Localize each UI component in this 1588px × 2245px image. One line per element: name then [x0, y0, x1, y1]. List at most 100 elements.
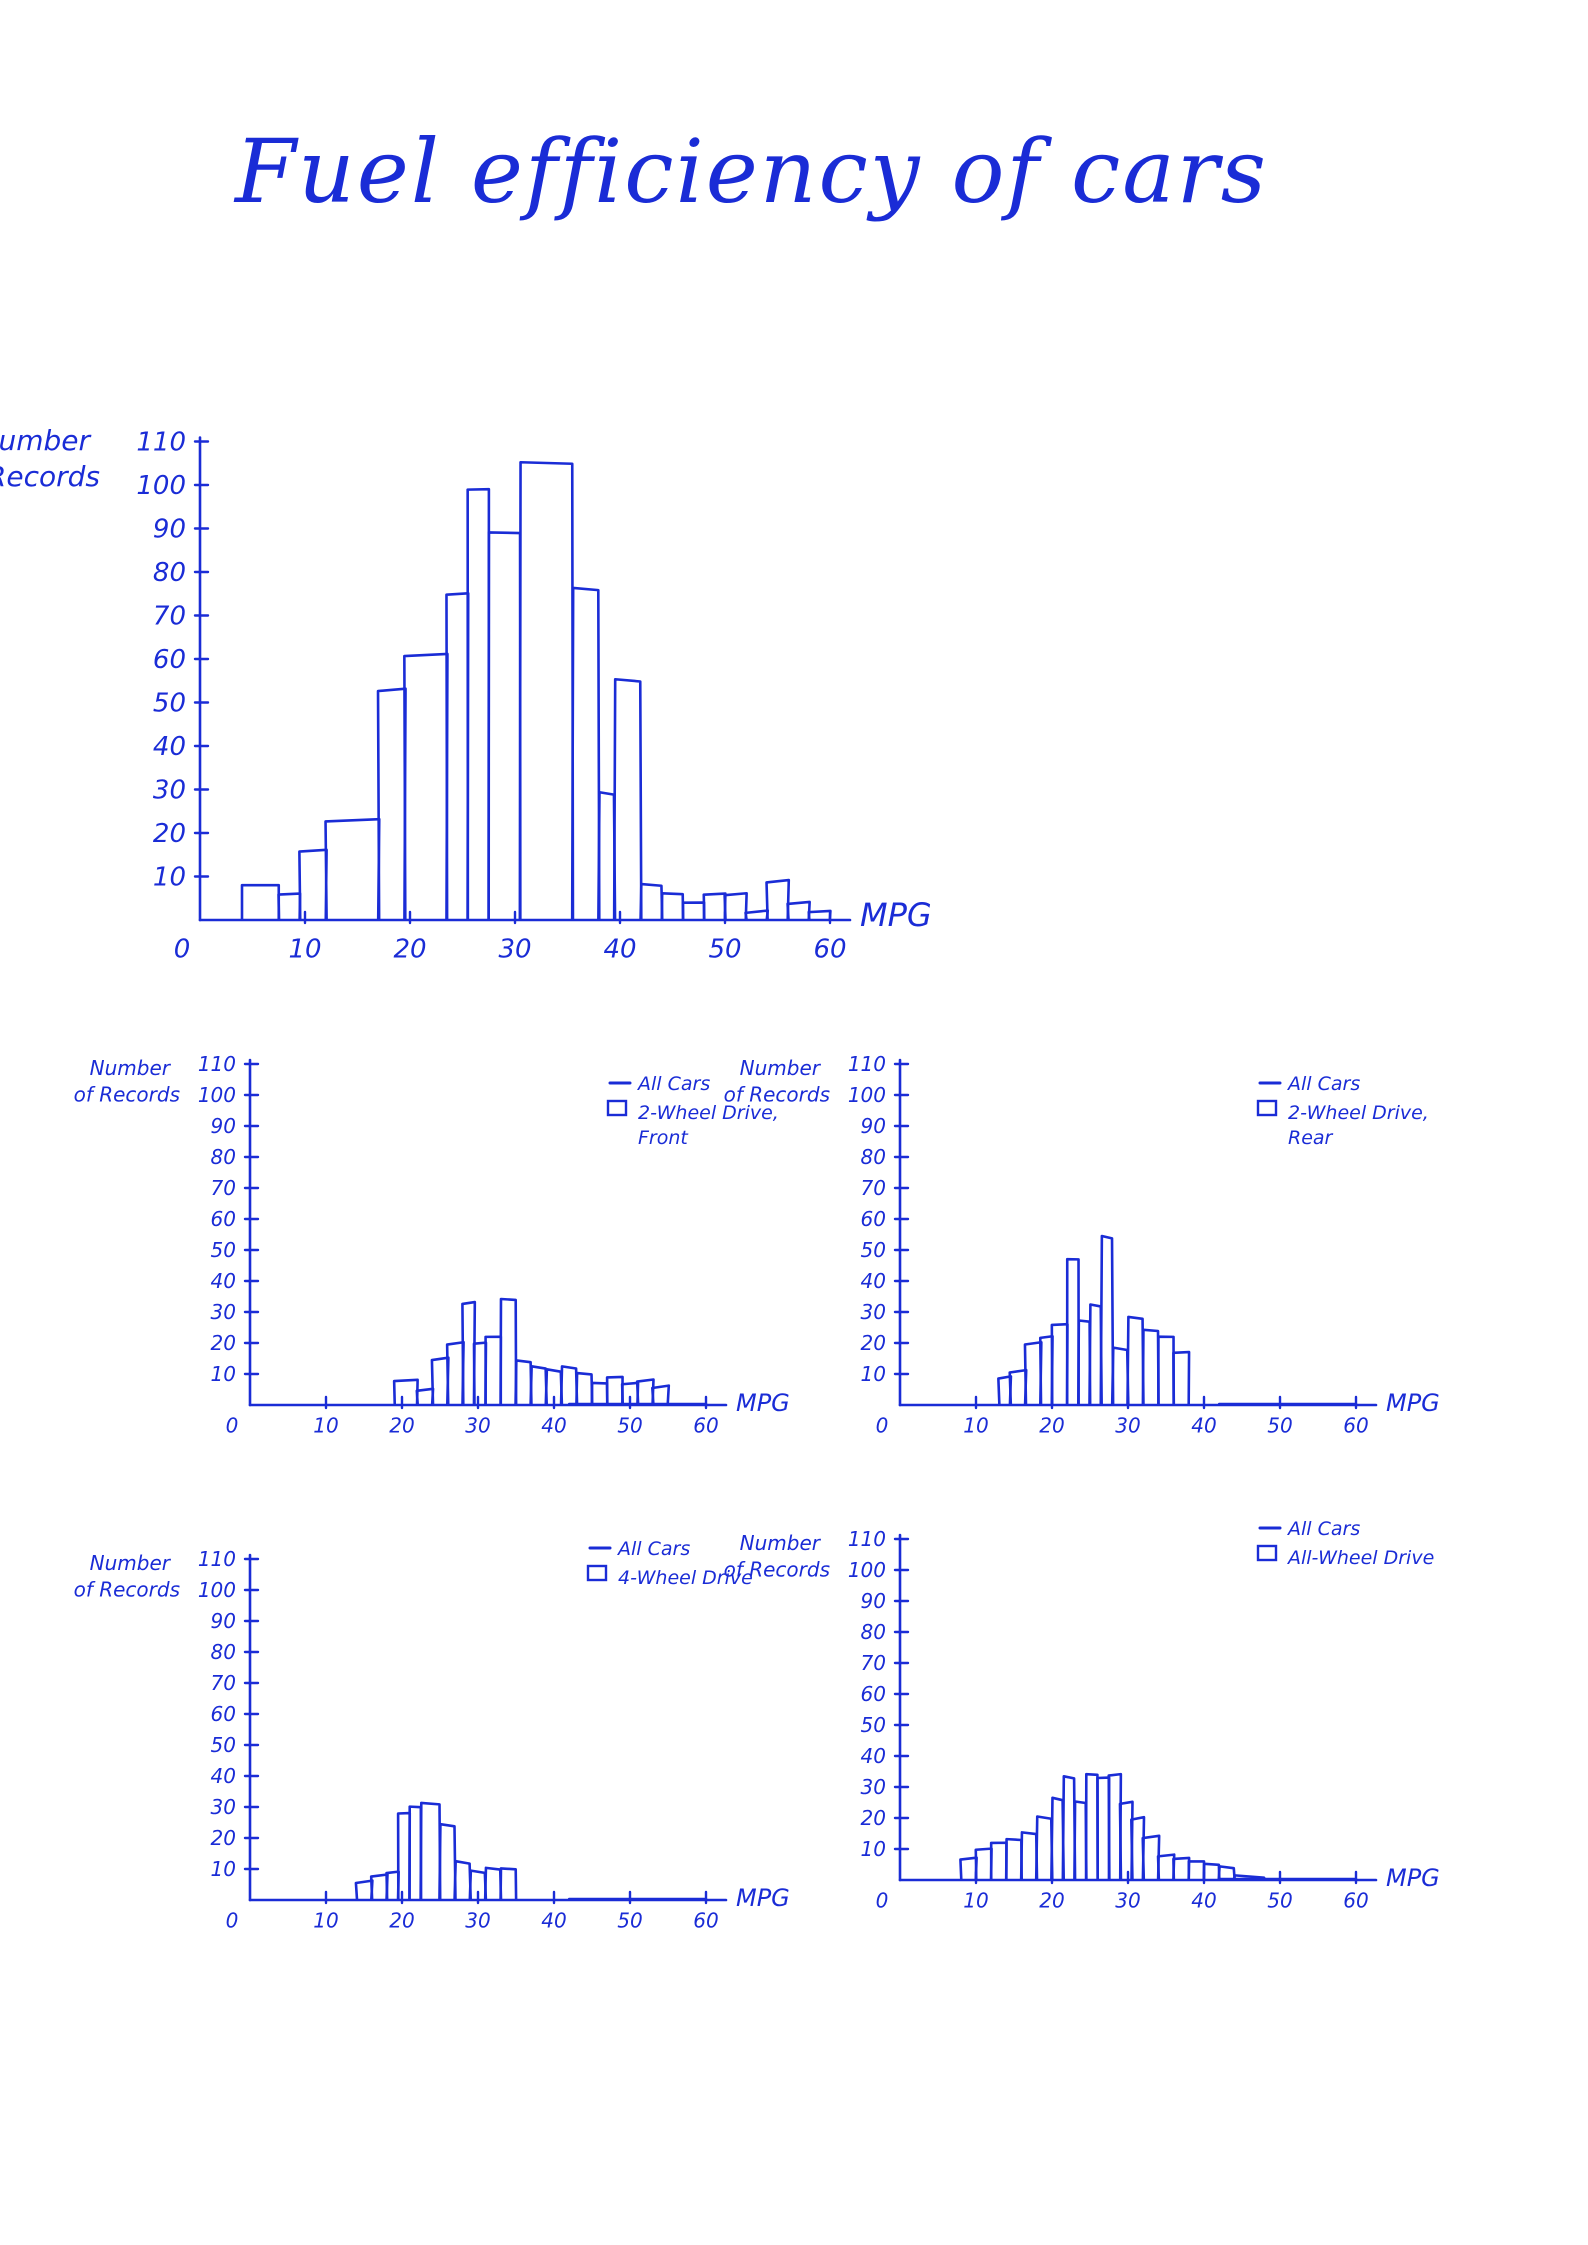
y-tick-label: 60	[153, 645, 186, 675]
y-tick-label: 30	[861, 1300, 886, 1324]
y-tick-label: 40	[153, 732, 186, 762]
histogram-bar	[453, 1859, 473, 1901]
histogram-bar	[419, 1801, 442, 1901]
x-tick-label: 20	[1039, 1414, 1064, 1438]
legend-label-line2: Front	[638, 1127, 689, 1149]
y-tick-label: 110	[848, 1527, 886, 1551]
x-tick-label: 30	[1115, 1889, 1140, 1913]
histogram-bar	[1232, 1874, 1267, 1881]
histogram-bar	[1004, 1837, 1024, 1881]
histogram-bar	[499, 1297, 518, 1406]
y-tick-label: 30	[861, 1775, 886, 1799]
y-tick-label: 40	[211, 1764, 236, 1788]
histogram-bar	[466, 487, 491, 921]
histogram-bar	[369, 1873, 389, 1901]
histogram-bar	[989, 1841, 1008, 1881]
y-tick-label: 90	[153, 515, 186, 545]
histogram-bar	[1065, 1257, 1080, 1406]
legend-box-marker	[586, 1564, 608, 1582]
y-axis-label-line1: Number	[740, 1531, 822, 1555]
y-tick-label: 60	[861, 1207, 886, 1231]
chart-2wd-rear: 10 20 30 40 50 60 70 80 90 100 110 0 10 20 30 40 50 60 MPG…	[724, 1052, 1440, 1438]
x-tick-label: 20	[389, 1909, 414, 1933]
y-tick-label: 70	[211, 1671, 236, 1695]
y-tick-label: 70	[861, 1651, 886, 1675]
legend-label: All-Wheel Drive	[1286, 1547, 1434, 1569]
x-tick-label: 40	[1191, 1889, 1216, 1913]
chart-4wd: 10 20 30 40 50 60 70 80 90 100 110 0 10 20 30 40 50 60 MPG…	[74, 1538, 790, 1933]
y-tick-label: 60	[211, 1702, 236, 1726]
histogram-bar	[1202, 1862, 1221, 1881]
histogram-bar	[1084, 1772, 1099, 1881]
histogram-bar	[651, 1384, 671, 1406]
y-tick-label: 110	[848, 1052, 886, 1076]
histogram-bar	[529, 1364, 549, 1406]
y-tick-label: 100	[198, 1578, 236, 1602]
histogram-bar	[445, 591, 470, 921]
histogram-bar	[681, 901, 706, 921]
page-title: Fuel efficiency of cars	[235, 120, 1268, 223]
y-tick-label: 10	[211, 1857, 236, 1881]
histogram-bar	[484, 1335, 503, 1406]
y-tick-label: 60	[211, 1207, 236, 1231]
x-axis-label: MPG	[736, 1884, 790, 1912]
x-tick-label: 60	[1343, 1414, 1368, 1438]
histogram-bar	[445, 1340, 465, 1406]
chart-2wd-front: 10 20 30 40 50 60 70 80 90 100 110 0 10 20 30 40 50 60 MPG…	[74, 1052, 790, 1438]
legend-label: All Cars	[636, 1073, 710, 1095]
histogram-bar	[597, 790, 617, 921]
x-tick-label: 30	[1115, 1414, 1140, 1438]
histogram-bar	[1141, 1834, 1161, 1881]
y-tick-label: 20	[211, 1826, 236, 1850]
x-tick-label: 0	[226, 1909, 239, 1933]
x-tick-label: 60	[813, 935, 846, 965]
x-tick-label: 20	[393, 935, 426, 965]
histogram-bar	[590, 1381, 609, 1406]
histogram-bar	[499, 1867, 518, 1901]
x-tick-label: 50	[1267, 1414, 1292, 1438]
x-tick-label: 0	[226, 1414, 239, 1438]
x-tick-label: 0	[876, 1889, 889, 1913]
y-tick-label: 80	[153, 558, 186, 588]
histogram-bar	[807, 909, 832, 921]
y-tick-label: 50	[861, 1238, 886, 1262]
x-tick-label: 50	[708, 935, 741, 965]
x-tick-label: 30	[465, 1414, 490, 1438]
y-axis-label-line2: of Records	[724, 1082, 830, 1106]
y-tick-label: 50	[211, 1238, 236, 1262]
histogram-bar	[1019, 1831, 1039, 1881]
y-tick-label: 100	[136, 471, 186, 501]
histogram-bar	[1157, 1335, 1175, 1406]
histogram-bar	[1050, 1322, 1069, 1406]
x-axis-label: MPG	[736, 1389, 790, 1417]
y-tick-label: 20	[211, 1331, 236, 1355]
histogram-bar	[298, 848, 328, 921]
histogram-bar	[1172, 1350, 1191, 1406]
histogram-bar	[408, 1805, 423, 1901]
x-tick-label: 50	[1267, 1889, 1292, 1913]
x-tick-label: 40	[1191, 1414, 1216, 1438]
histogram-bar	[559, 1365, 579, 1406]
y-tick-label: 110	[198, 1052, 236, 1076]
y-tick-label: 80	[211, 1640, 236, 1664]
histogram-bar	[376, 687, 407, 921]
histogram-bar	[786, 900, 811, 921]
histogram-bar	[575, 1371, 594, 1406]
x-axis-label: MPG	[1386, 1864, 1440, 1892]
histogram-bar	[723, 891, 748, 921]
histogram-bar	[483, 1866, 503, 1901]
legend-label-line2: Rear	[1288, 1127, 1334, 1149]
y-tick-label: 110	[136, 428, 186, 458]
y-tick-label: 70	[211, 1176, 236, 1200]
y-tick-label: 60	[861, 1682, 886, 1706]
y-tick-label: 20	[861, 1806, 886, 1830]
histogram-bar	[1217, 1865, 1236, 1881]
x-tick-label: 10	[963, 1414, 988, 1438]
y-tick-label: 80	[861, 1145, 886, 1169]
x-tick-label: 10	[313, 1414, 338, 1438]
histogram-bar	[354, 1879, 374, 1901]
x-tick-label: 20	[389, 1414, 414, 1438]
x-tick-label: 0	[876, 1414, 889, 1438]
y-axis-label-line2: of Records	[724, 1557, 830, 1581]
y-tick-label: 90	[211, 1114, 236, 1138]
